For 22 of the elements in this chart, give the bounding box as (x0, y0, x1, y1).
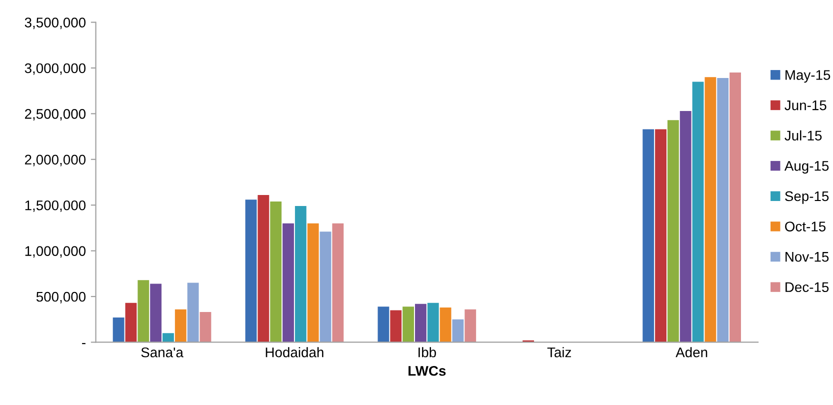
y-tick-label: 1,000,000 (25, 246, 86, 258)
legend-label: May-15 (786, 70, 830, 83)
legend-label: Nov-15 (786, 252, 829, 262)
y-tick-label: 1,500,000 (25, 200, 86, 212)
legend-label: Oct-15 (785, 222, 826, 232)
y-tick-label: 2,500,000 (24, 109, 86, 120)
x-tick-label: Ibb (418, 347, 436, 358)
x-tick-label: Sana'a (141, 347, 184, 358)
legend-label: Jul-15 (784, 130, 822, 141)
x-tick-label: Aden (676, 347, 708, 358)
legend-label: Aug-15 (784, 161, 829, 174)
y-tick-label: - (82, 343, 86, 344)
legend-label: Jun-15 (784, 100, 826, 110)
x-tick-label: Taiz (547, 347, 572, 358)
x-axis-title: LWCs (408, 366, 446, 376)
y-tick-label: 500,000 (36, 292, 86, 304)
y-tick-label: 2,000,000 (24, 154, 86, 166)
y-tick-label: 3,000,000 (24, 63, 86, 75)
y-tick-label: 3,500,000 (24, 18, 86, 30)
legend-label: Sep-15 (785, 191, 829, 204)
legend-label: Dec-15 (786, 282, 829, 292)
x-tick-label: Hodaidah (266, 347, 324, 358)
